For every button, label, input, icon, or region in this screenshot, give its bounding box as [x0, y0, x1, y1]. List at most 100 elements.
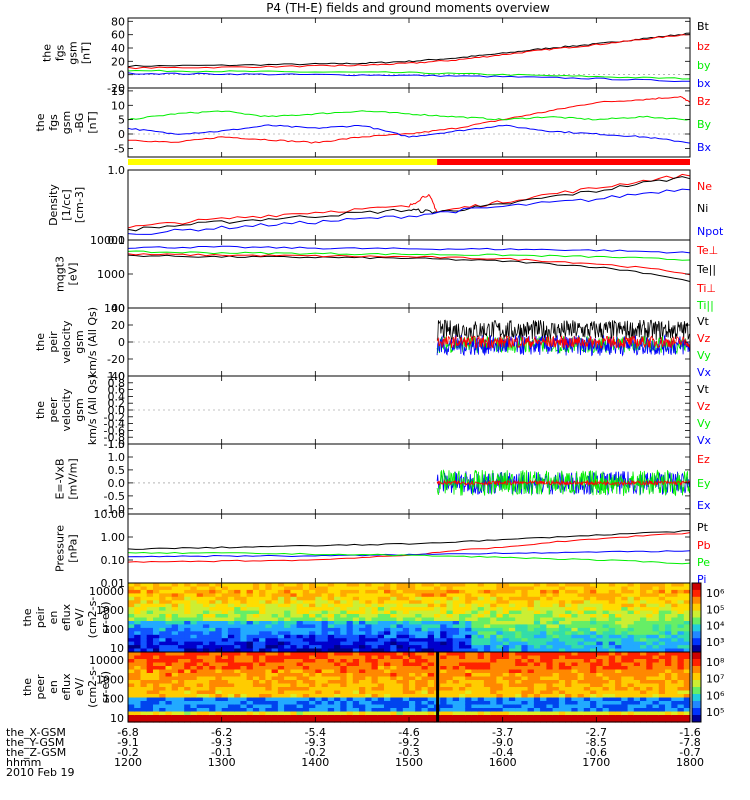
- legend-entry: Vx: [697, 434, 712, 447]
- svg-text:peer: peer: [47, 397, 60, 423]
- series-Bz: [128, 95, 691, 144]
- status-bar-red: [437, 159, 690, 165]
- svg-text:velocity: velocity: [60, 388, 73, 431]
- legend-entry: bx: [697, 77, 711, 90]
- svg-text:peir: peir: [47, 331, 60, 353]
- colorbar: 10⁶ 10⁵ 10⁴ 10³: [691, 582, 725, 653]
- figure-title: P4 (TH-E) fields and ground moments over…: [266, 1, 550, 15]
- ephemeris-value: 1600: [489, 756, 517, 769]
- series-Te||: [127, 254, 691, 282]
- legend-entry: Ti⊥: [696, 282, 716, 295]
- series-line: [127, 176, 691, 232]
- y-axis-label: the peer en eflux eV/(cm2-s-sr-eV): [21, 666, 112, 708]
- y-tick-label: 0.1: [108, 234, 126, 247]
- series-Ti||: [127, 250, 691, 261]
- panel-10: 10⁸ 10⁷ 10⁶ 10⁵ 10000 1000 100 10 the peer en eflux…: [21, 651, 725, 725]
- panel-frame: [127, 17, 691, 89]
- y-tick-label: 10000: [89, 585, 124, 598]
- y-tick-label: 0.5: [108, 464, 126, 477]
- svg-text:velocity: velocity: [60, 320, 73, 363]
- y-tick-label: 10: [111, 99, 125, 112]
- svg-text:fgs: fgs: [54, 44, 67, 61]
- y-tick-label: 100: [103, 623, 124, 636]
- series-line: [127, 530, 691, 550]
- y-axis-label: the peir en eflux eV/(cm2-s-sr-eV): [21, 597, 112, 639]
- y-tick-label: -0.2: [104, 411, 125, 424]
- panel-9: 10⁶ 10⁵ 10⁴ 10³ 10000 1000 100 10 the peir en eflux…: [21, 582, 725, 655]
- legend-entry: Ez: [697, 453, 710, 466]
- series-line: [127, 32, 691, 68]
- ephemeris-row-label: the_Y-GSM: [6, 736, 64, 749]
- svg-text:en: en: [47, 611, 60, 625]
- colorbar-tick: 10⁵: [706, 706, 724, 719]
- y-tick-label: 40: [111, 302, 125, 315]
- y-tick-label: 20: [111, 319, 125, 332]
- series-line: [127, 253, 691, 276]
- series-Ti⊥: [127, 245, 691, 254]
- series-line: [127, 550, 691, 558]
- svg-text:peir: peir: [34, 606, 47, 628]
- y-tick-label: 0: [118, 69, 125, 82]
- status-bar-yellow: [128, 159, 438, 165]
- legend-entry: Pe: [697, 556, 710, 569]
- y-tick-label: 0: [118, 128, 125, 141]
- y-tick-label: 0.0: [108, 404, 126, 417]
- ephemeris-value: 1800: [676, 756, 704, 769]
- svg-text:eV/: eV/: [73, 608, 86, 626]
- y-tick-label: 0: [118, 336, 125, 349]
- svg-text:[cm-3]: [cm-3]: [73, 187, 86, 223]
- legend-entry: Ey: [697, 477, 711, 490]
- svg-text:gsm: gsm: [73, 398, 86, 421]
- ephemeris-value: -4.6: [398, 726, 419, 739]
- y-tick-label: 0.2: [108, 397, 126, 410]
- y-tick-label: 15: [111, 85, 125, 98]
- series-Ez: [436, 479, 690, 487]
- y-tick-label: 10.00: [94, 508, 126, 521]
- y-tick-label: 0.6: [108, 384, 126, 397]
- y-tick-label: 80: [111, 15, 125, 28]
- series-Te⊥: [127, 253, 691, 276]
- ephemeris-value: 1500: [395, 756, 423, 769]
- y-tick-label: 0.01: [101, 577, 126, 590]
- y-tick-label: 1.0: [108, 370, 126, 383]
- legend-entry: Bx: [697, 141, 712, 154]
- series-line: [127, 124, 691, 144]
- svg-text:[nT]: [nT]: [80, 42, 93, 64]
- ephemeris-row-label: the_Z-GSM: [6, 746, 66, 759]
- y-tick-label: 100: [104, 302, 125, 315]
- y-tick-label: -5: [114, 142, 125, 155]
- panel-6: 1.00.80.60.40.20.0-0.2-0.4-0.6-0.8-1.0 Vt…: [34, 370, 712, 451]
- y-tick-label: -1.0: [104, 438, 125, 451]
- ephemeris-value: -5.4: [305, 726, 326, 739]
- series-line: [127, 250, 691, 261]
- y-axis-label: the peer velocity gsm km/s (All Qs): [34, 375, 99, 445]
- series-Bt: [127, 32, 691, 68]
- y-tick-label: 10: [110, 642, 124, 655]
- spectrogram: [128, 652, 691, 723]
- legend-entry: Ni: [697, 202, 708, 215]
- svg-text:gsm: gsm: [67, 41, 80, 64]
- ephemeris-value: -2.7: [586, 726, 607, 739]
- colorbar-tick: 10⁵: [706, 603, 724, 616]
- series-Bx: [127, 124, 691, 144]
- ephemeris-value: -0.4: [492, 746, 513, 759]
- series-Pi: [127, 550, 691, 558]
- series-line: [127, 173, 691, 229]
- svg-text:gsm: gsm: [60, 111, 73, 134]
- y-tick-label: -40: [107, 370, 125, 383]
- y-axis-label: mqgt3 [eV]: [54, 256, 80, 292]
- ephemeris-value: -1.6: [679, 726, 700, 739]
- y-tick-label: -0.6: [104, 424, 125, 437]
- ephemeris-value: -0.3: [398, 746, 419, 759]
- legend-entry: Pi: [697, 573, 706, 586]
- ephemeris-row-label: hhmm: [6, 756, 41, 769]
- series-line: [127, 551, 691, 565]
- svg-text:Pressure: Pressure: [54, 525, 67, 572]
- y-tick-label: -20: [107, 82, 125, 95]
- y-tick-label: 1.0: [108, 164, 126, 177]
- svg-text:km/s (All Qs): km/s (All Qs): [86, 375, 99, 445]
- y-axis-label: E=-VxB [mV/m]: [54, 458, 80, 499]
- legend-entry: Pb: [697, 539, 711, 552]
- svg-text:the: the: [34, 113, 47, 131]
